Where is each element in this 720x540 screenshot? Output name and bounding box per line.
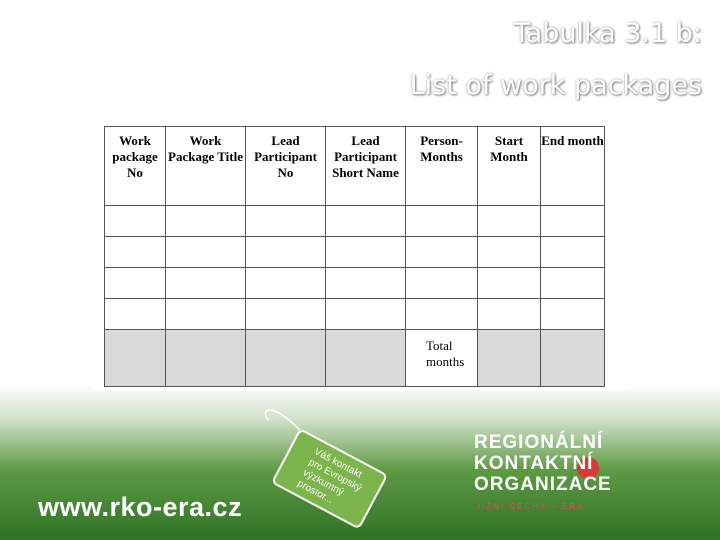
header-cell: Person-Months xyxy=(405,126,478,206)
logo-line: KONTAKTNÍ xyxy=(474,453,594,474)
header-cell: Work Package Title xyxy=(165,126,246,206)
empty-cell xyxy=(477,236,541,268)
empty-cell xyxy=(104,267,166,299)
empty-cell xyxy=(477,205,541,237)
empty-cell xyxy=(325,236,406,268)
total-cell xyxy=(325,329,406,387)
total-cell xyxy=(165,329,246,387)
title-line: Tabulka 3.1 b: xyxy=(513,18,702,49)
total-cell xyxy=(245,329,326,387)
total-row: Total months xyxy=(104,329,605,387)
header-row: Work package No Work Package Title Lead … xyxy=(104,126,605,206)
tag-string xyxy=(264,409,301,431)
logo: REGIONÁLNÍ KONTAKTNÍ ORGANIZACE xyxy=(474,432,612,495)
empty-row xyxy=(104,267,605,299)
header-cell: Lead Participant Short Name xyxy=(325,126,406,206)
empty-row xyxy=(104,205,605,237)
total-label: Total months xyxy=(405,329,478,387)
empty-cell xyxy=(477,267,541,299)
work-package-table: Work package No Work Package Title Lead … xyxy=(104,126,605,387)
title-line: List of work packages xyxy=(409,70,702,101)
empty-cell xyxy=(540,205,605,237)
total-cell xyxy=(540,329,605,387)
empty-cell xyxy=(104,205,166,237)
empty-cell xyxy=(104,298,166,330)
logo-mark xyxy=(577,457,599,479)
table-card: Work package No Work Package Title Lead … xyxy=(93,110,630,390)
url: www.rko-era.cz xyxy=(38,492,243,522)
logo-line: REGIONÁLNÍ xyxy=(474,432,604,453)
logo-subtitle: JIŽNÍ ČECHY – ERA xyxy=(476,502,585,511)
logo-line: ORGANIZACE xyxy=(474,474,612,495)
empty-cell xyxy=(325,205,406,237)
header-cell: Start Month xyxy=(477,126,541,206)
empty-cell xyxy=(540,267,605,299)
empty-cell xyxy=(165,236,246,268)
header-cell: Lead Participant No xyxy=(245,126,326,206)
empty-cell xyxy=(245,205,326,237)
total-cell xyxy=(477,329,541,387)
empty-cell xyxy=(245,298,326,330)
empty-cell xyxy=(245,267,326,299)
header-cell: End month xyxy=(540,126,605,206)
header-cell: Work package No xyxy=(104,126,166,206)
empty-cell xyxy=(477,298,541,330)
empty-cell xyxy=(104,236,166,268)
table-body: Total months xyxy=(104,205,605,387)
